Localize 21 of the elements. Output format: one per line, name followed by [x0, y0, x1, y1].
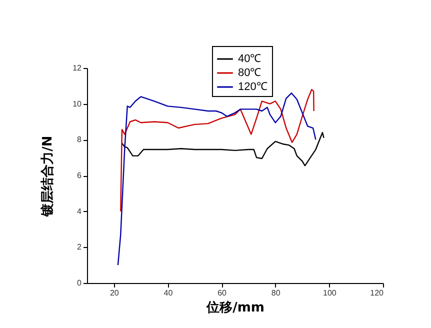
y-tick-label: 8 — [77, 135, 82, 144]
y-tick-label: 6 — [77, 171, 82, 180]
legend-label: 80℃ — [238, 67, 262, 79]
y-tick-label: 0 — [77, 278, 82, 288]
y-tick-label: 2 — [77, 242, 82, 252]
legend-label: 120℃ — [238, 81, 268, 93]
x-axis-title: 位移/mm — [206, 300, 264, 316]
y-tick-label: 12 — [72, 64, 82, 72]
line-series — [120, 88, 314, 212]
y-axis-title: 镀层结合力/N — [40, 136, 56, 218]
x-tick-label: 80 — [271, 288, 281, 298]
line-series — [121, 132, 324, 166]
y-tick-label: 4 — [77, 206, 82, 216]
x-tick-label: 120 — [370, 288, 384, 298]
legend-label: 40℃ — [238, 53, 262, 65]
y-tick-label: 10 — [72, 99, 82, 108]
x-tick-label: 100 — [323, 288, 337, 298]
x-tick-label: 60 — [218, 288, 228, 298]
line-series — [117, 92, 316, 266]
x-tick-label: 20 — [110, 288, 120, 298]
x-tick-label: 40 — [164, 288, 174, 298]
